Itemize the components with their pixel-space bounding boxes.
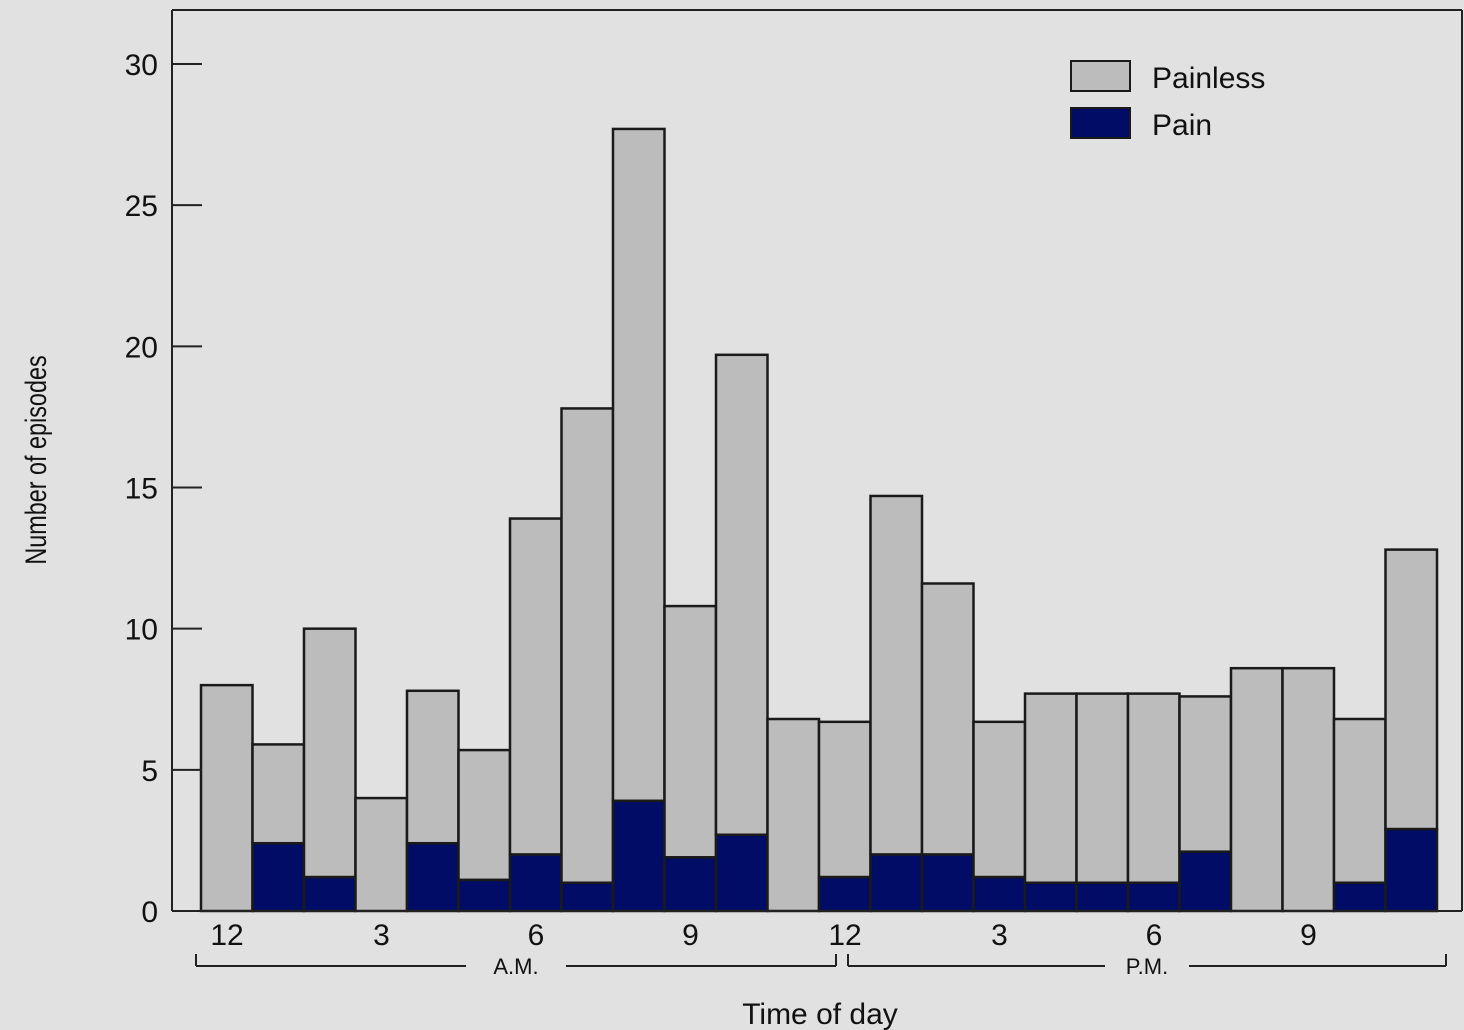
bar-painless: [302, 627, 357, 879]
y-axis-title: Number of episodes: [19, 355, 52, 564]
period-label: A.M.: [493, 954, 538, 979]
bar-pain: [1384, 827, 1439, 913]
bar-painless: [766, 717, 821, 913]
period-brackets-group: A.M. P.M.: [195, 954, 1447, 979]
bar-painless: [1332, 717, 1387, 885]
bar-painless: [714, 353, 769, 837]
y-tick-label: 10: [125, 614, 158, 647]
bar-painless: [560, 407, 615, 885]
bar-pain: [508, 853, 563, 913]
bar-pain: [1332, 881, 1387, 913]
legend-label-painless: Painless: [1152, 62, 1265, 95]
bar-pain: [611, 799, 666, 913]
period-label: P.M.: [1126, 954, 1168, 979]
x-tick-label: 3: [373, 919, 390, 952]
bar-pain: [1178, 850, 1233, 913]
y-tick-label: 25: [125, 190, 158, 223]
bar-pain: [405, 841, 460, 913]
x-ticks-group: 12 3 6 9 12 3 6 9: [210, 919, 1317, 952]
bar-painless: [663, 604, 718, 859]
bar-pain: [663, 856, 718, 913]
bar-pain: [920, 853, 975, 913]
x-tick-label: 3: [991, 919, 1008, 952]
bar-painless: [1126, 692, 1181, 885]
bar-painless: [1384, 548, 1439, 831]
x-tick-label: 9: [1300, 919, 1317, 952]
legend-swatch-pain: [1070, 107, 1131, 139]
bar-painless: [199, 683, 254, 913]
axes-group: [171, 9, 1463, 912]
bar-painless: [457, 748, 512, 882]
bar-painless: [972, 720, 1027, 879]
bar-painless: [817, 720, 872, 879]
bar-pain: [560, 881, 615, 913]
bar-pain: [457, 878, 512, 913]
bar-painless: [611, 127, 666, 803]
bar-pain: [1023, 881, 1078, 913]
x-axis-title: Time of day: [742, 998, 898, 1030]
bar-painless: [1229, 666, 1284, 913]
bar-pain: [817, 875, 872, 913]
bar-painless: [1178, 695, 1233, 853]
bar-painless: [1075, 692, 1130, 885]
bar-pain: [1075, 881, 1130, 913]
x-tick-label: 6: [528, 919, 545, 952]
bar-painless: [1281, 666, 1336, 913]
x-tick-label: 9: [682, 919, 699, 952]
bar-pain: [1126, 881, 1181, 913]
bar-pain: [251, 841, 306, 913]
legend-label-pain: Pain: [1152, 109, 1212, 142]
bar-pain: [714, 833, 769, 913]
bar-painless: [1023, 692, 1078, 885]
x-tick-label: 6: [1146, 919, 1163, 952]
bar-pain: [302, 875, 357, 913]
y-tick-label: 30: [125, 49, 158, 82]
y-tick-label: 0: [141, 896, 158, 929]
bar-pain: [972, 875, 1027, 913]
bar-pain: [869, 853, 924, 913]
x-tick-label: 12: [210, 919, 243, 952]
y-tick-label: 20: [125, 331, 158, 364]
y-tick-label: 15: [125, 473, 158, 506]
bar-painless: [508, 517, 563, 856]
bar-painless: [869, 494, 924, 856]
bar-painless: [354, 796, 409, 913]
y-ticks-group: 0 5 10 15 20 25 30: [125, 49, 202, 929]
bar-painless: [405, 689, 460, 845]
bars-group: [199, 127, 1439, 913]
legend-swatch-painless: [1070, 60, 1131, 92]
legend: Painless Pain: [1070, 60, 1265, 142]
bar-painless: [920, 582, 975, 856]
y-tick-label: 5: [141, 755, 158, 788]
bar-painless: [251, 743, 306, 845]
x-tick-label: 12: [828, 919, 861, 952]
